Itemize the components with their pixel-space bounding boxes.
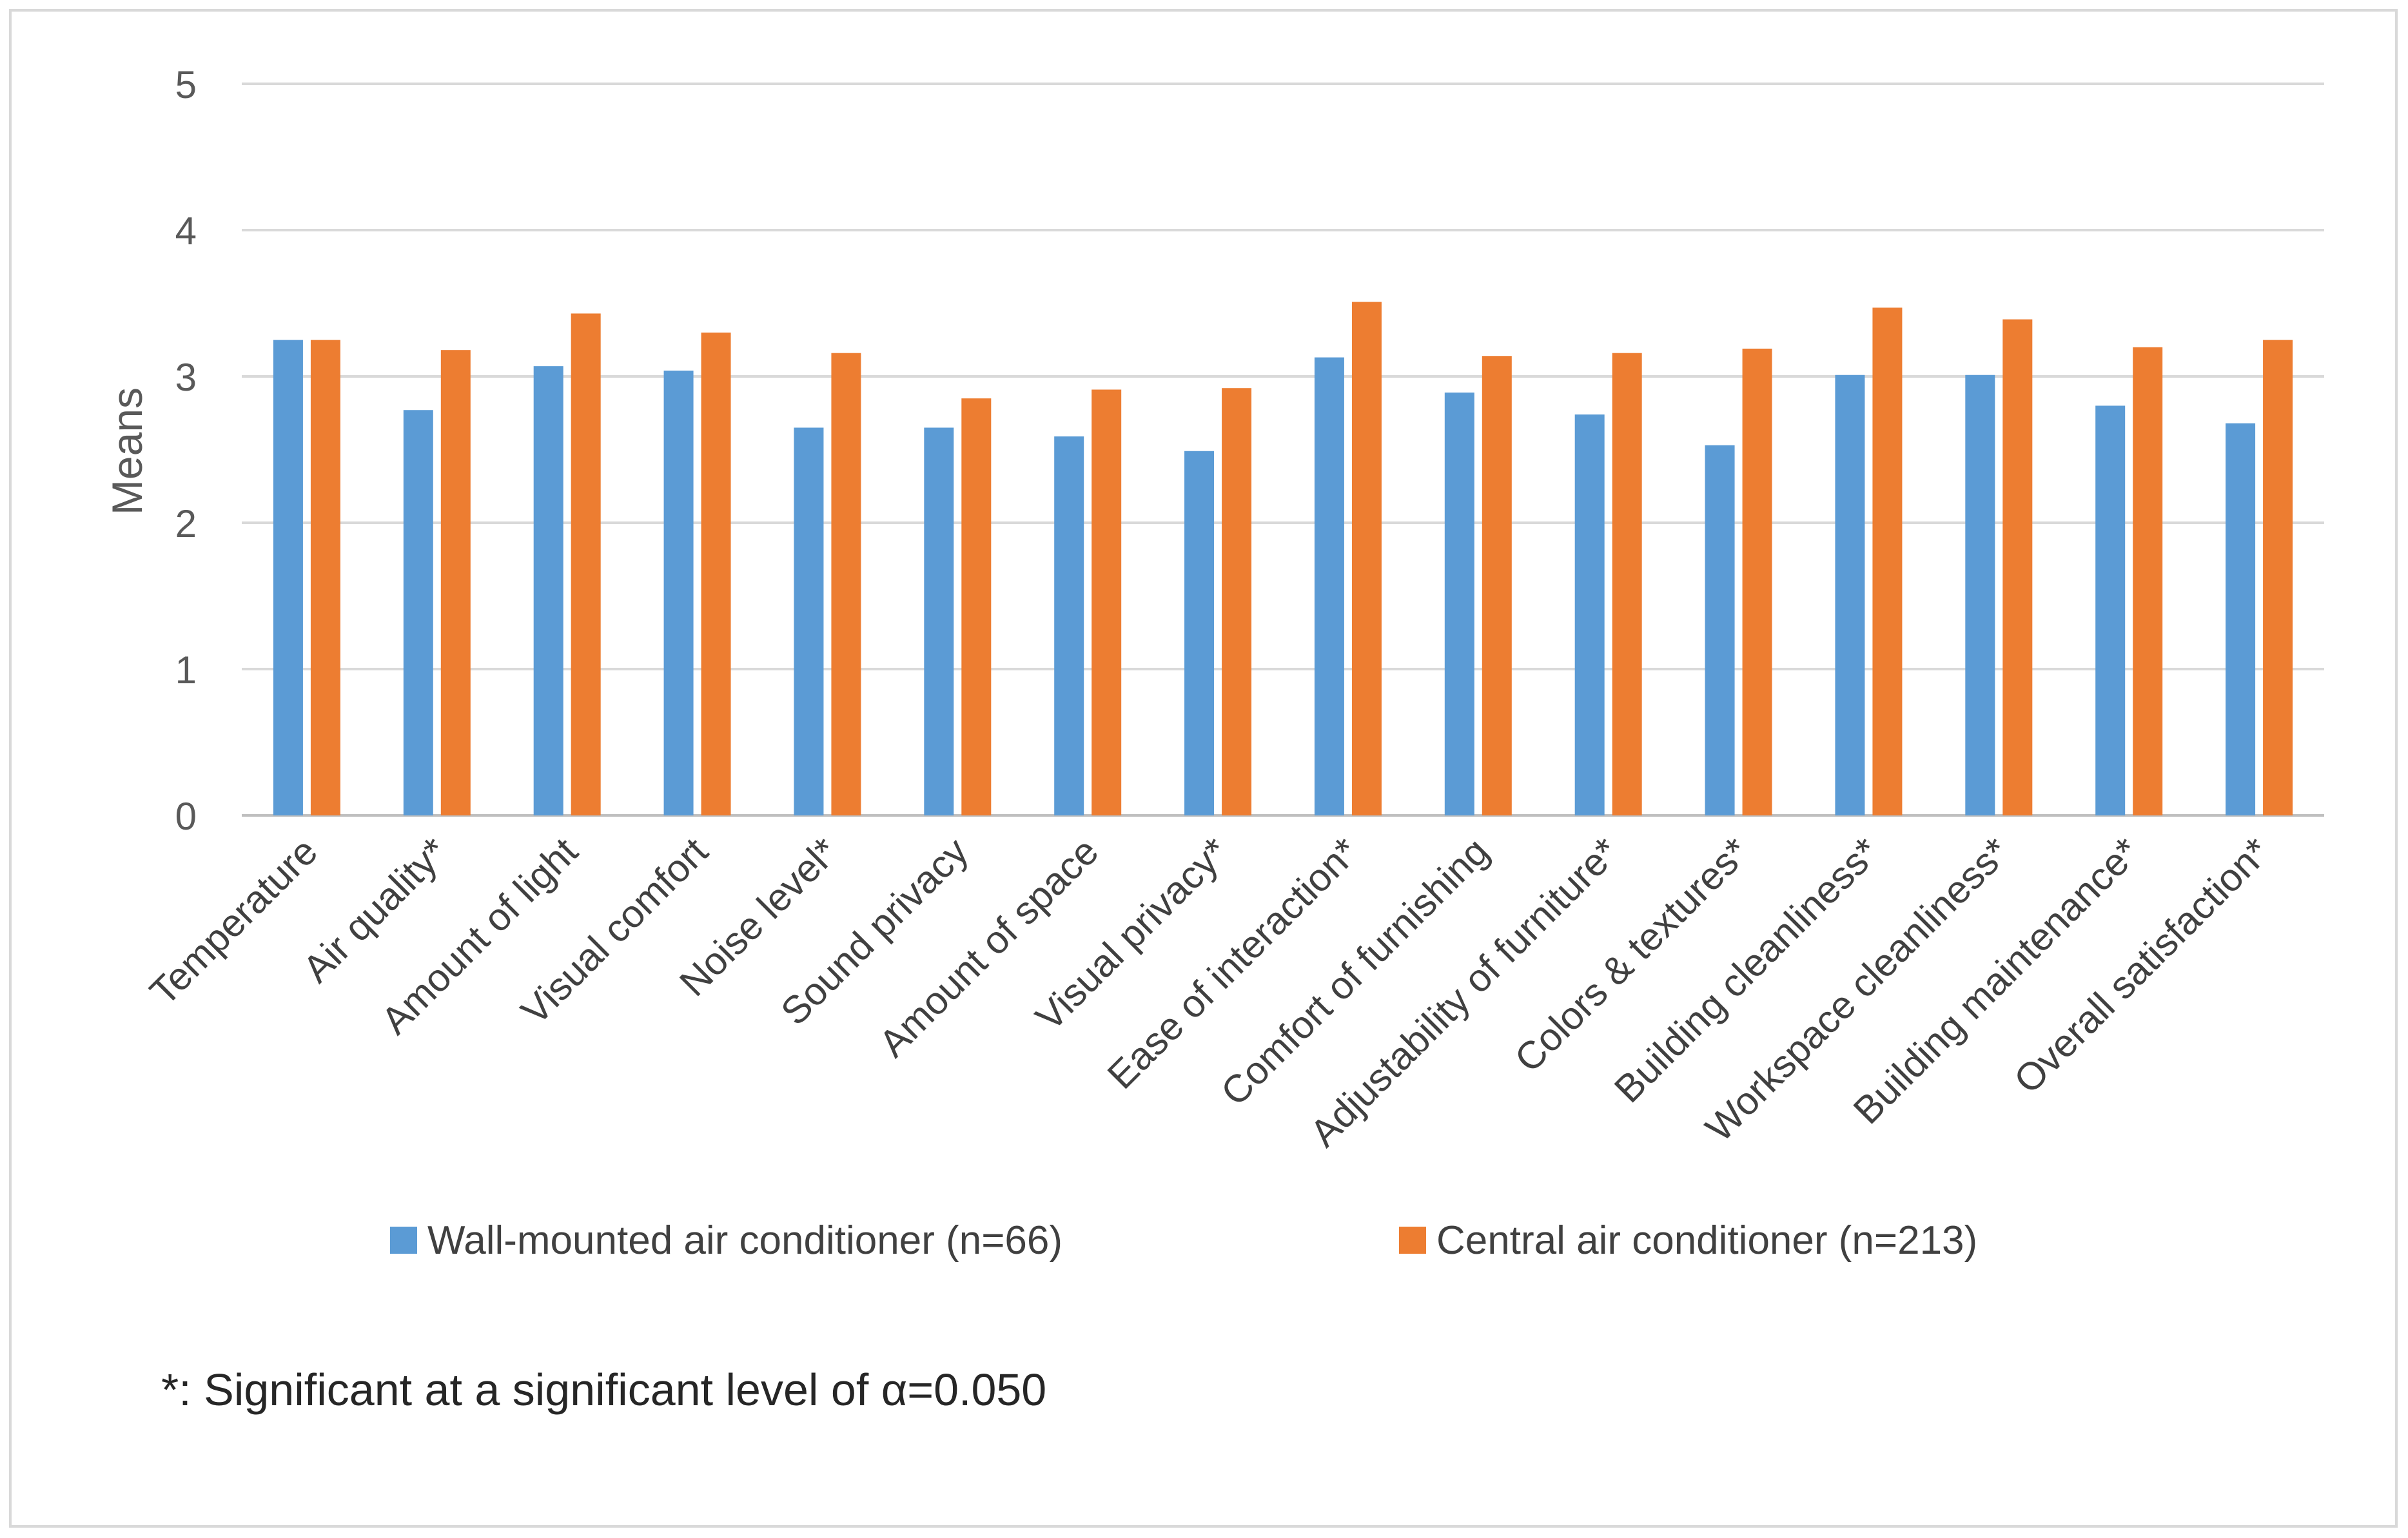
y-tick-label: 3 <box>175 356 197 399</box>
bar-central-14 <box>2133 347 2163 815</box>
bar-central-15 <box>2263 340 2293 815</box>
bars <box>273 302 2293 816</box>
y-tick-label: 2 <box>175 502 197 545</box>
bar-wall-mounted-11 <box>1705 445 1735 815</box>
y-tick-label: 1 <box>175 648 197 692</box>
x-category-label: Colors & textures* <box>1506 830 1757 1080</box>
bar-wall-mounted-9 <box>1444 392 1474 815</box>
bar-wall-mounted-12 <box>1835 375 1865 815</box>
y-tick-label: 4 <box>175 209 197 253</box>
bar-wall-mounted-4 <box>794 427 824 815</box>
x-category-label: Ease of interaction* <box>1099 830 1367 1097</box>
x-category-label: Overall satisfaction* <box>2006 830 2278 1102</box>
legend-swatch-central <box>1399 1227 1426 1254</box>
y-axis-ticks: 0 1 2 3 4 5 <box>175 63 197 838</box>
legend-label-wall-mounted: Wall-mounted air conditioner (n=66) <box>427 1218 1062 1263</box>
bar-central-4 <box>831 353 861 815</box>
significance-footnote: *: Significant at a significant level of… <box>161 1365 1046 1415</box>
bar-wall-mounted-10 <box>1574 414 1605 815</box>
y-axis-title: Means <box>103 387 151 515</box>
legend: Wall-mounted air conditioner (n=66) Centr… <box>390 1218 1977 1263</box>
y-tick-label: 5 <box>175 63 197 106</box>
bar-central-3 <box>701 332 731 815</box>
bar-central-10 <box>1612 353 1642 815</box>
x-category-label: Temperature <box>142 830 326 1014</box>
y-tick-label: 0 <box>175 795 197 838</box>
bar-wall-mounted-0 <box>273 340 303 815</box>
bar-wall-mounted-5 <box>924 427 954 815</box>
bar-central-9 <box>1482 356 1512 815</box>
bar-wall-mounted-14 <box>2095 405 2126 815</box>
bar-central-11 <box>1742 348 1772 815</box>
bar-central-12 <box>1872 307 1903 815</box>
bar-wall-mounted-8 <box>1314 357 1344 815</box>
legend-swatch-wall-mounted <box>390 1227 417 1254</box>
bar-wall-mounted-7 <box>1184 451 1215 815</box>
bar-wall-mounted-15 <box>2226 423 2256 815</box>
bar-wall-mounted-2 <box>533 366 563 815</box>
bar-central-6 <box>1091 389 1122 815</box>
bar-central-0 <box>310 340 340 815</box>
bar-central-1 <box>440 350 471 815</box>
bar-central-7 <box>1222 388 1252 815</box>
x-category-label: Building cleanliness* <box>1606 830 1888 1111</box>
bar-central-5 <box>961 398 992 815</box>
bar-central-13 <box>2002 319 2033 816</box>
bar-central-8 <box>1351 302 1382 816</box>
bar-wall-mounted-1 <box>403 410 433 815</box>
x-category-label: Amount of space <box>871 830 1107 1066</box>
bar-central-2 <box>571 313 601 815</box>
legend-label-central: Central air conditioner (n=213) <box>1436 1218 1977 1263</box>
bar-wall-mounted-6 <box>1054 436 1084 815</box>
bar-wall-mounted-13 <box>1965 375 1995 815</box>
bar-wall-mounted-3 <box>663 370 694 815</box>
